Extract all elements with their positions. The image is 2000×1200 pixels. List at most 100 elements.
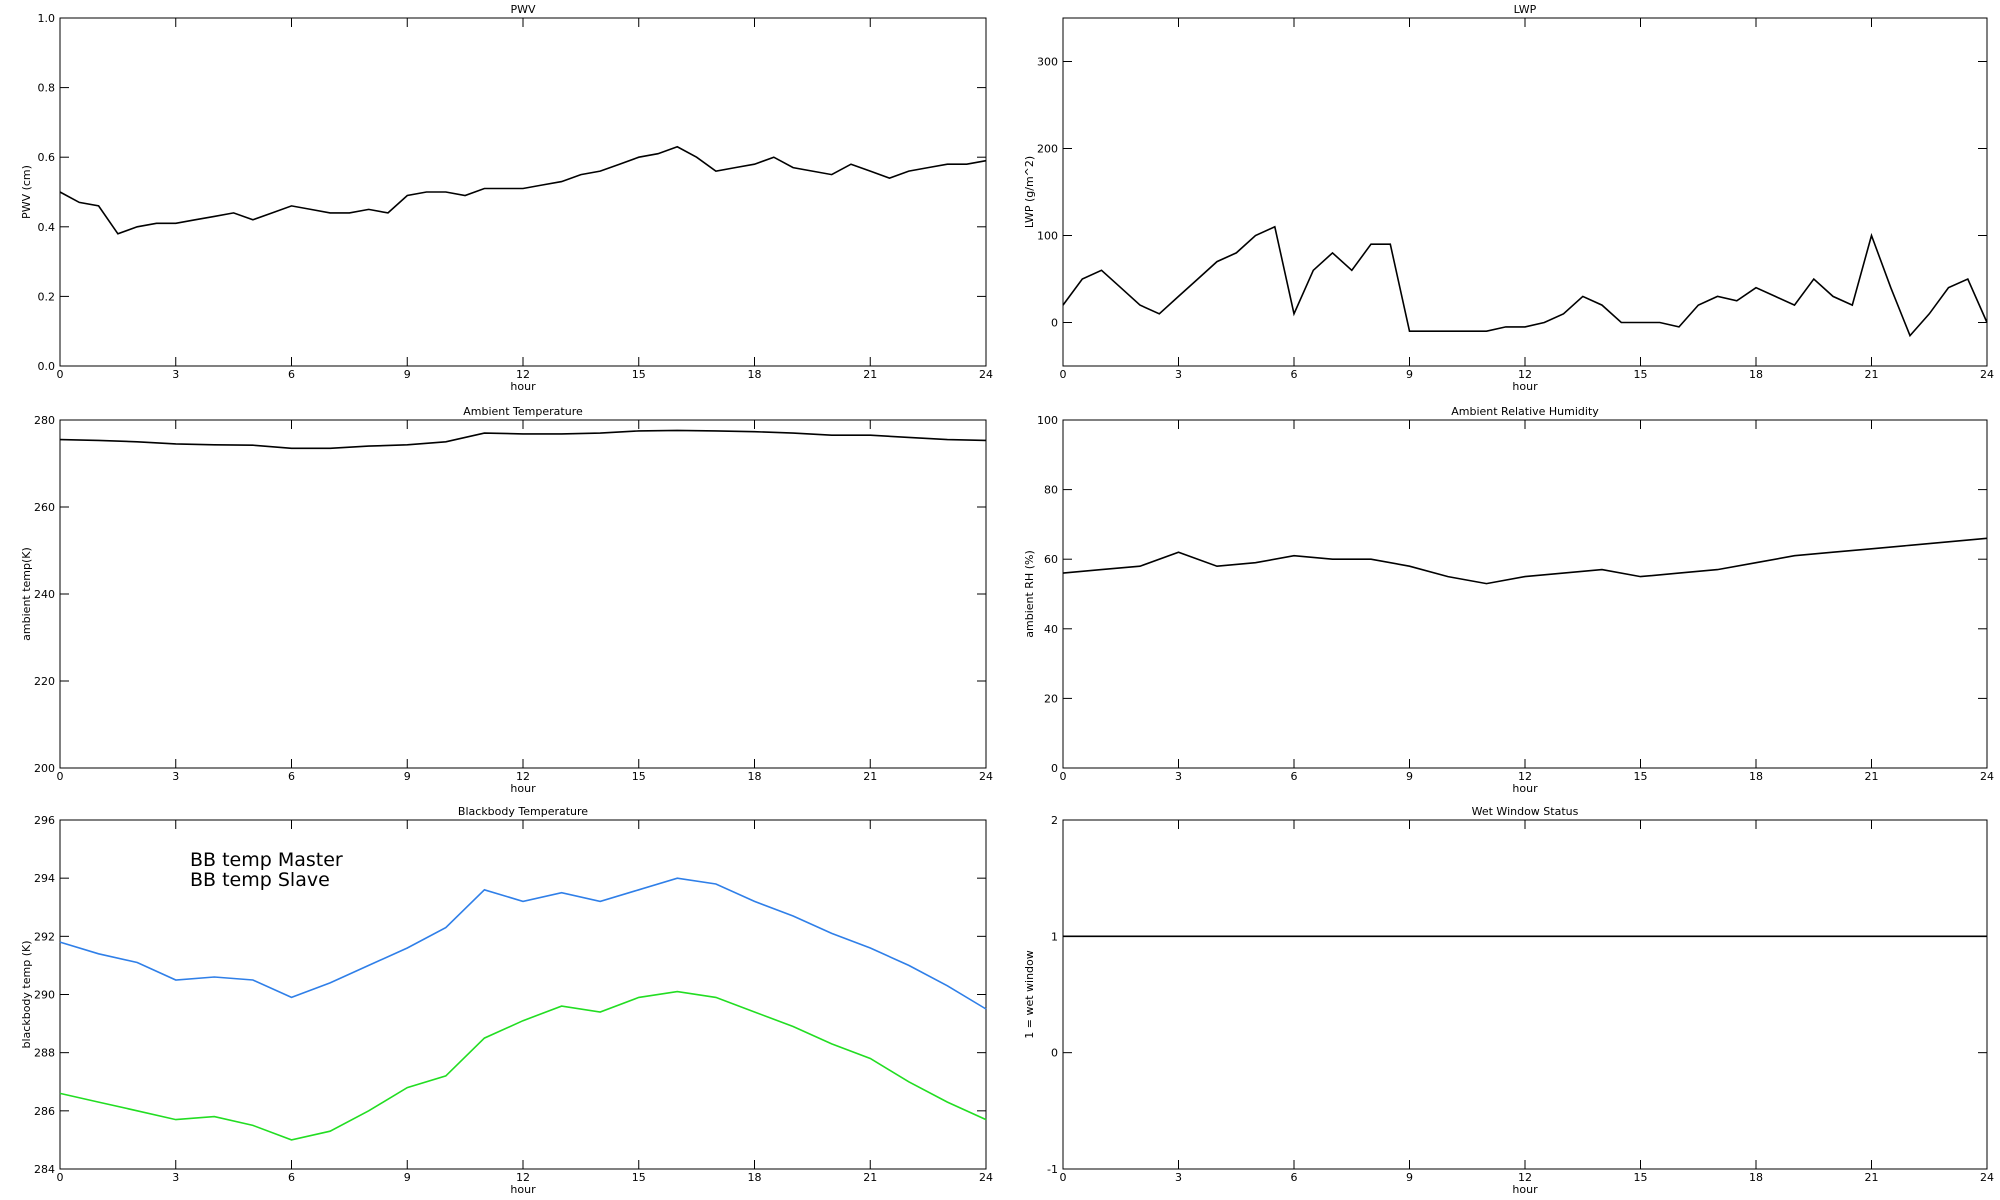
chart-title: LWP <box>1514 3 1537 16</box>
y-tick-label: 0 <box>1051 317 1058 330</box>
y-tick-label: 286 <box>34 1105 55 1118</box>
plot-frame <box>1062 419 1988 769</box>
y-tick-label: 0.6 <box>38 151 56 164</box>
x-tick-label: 21 <box>1865 770 1879 783</box>
y-tick-label: 290 <box>34 989 55 1002</box>
y-tick-label: 200 <box>1037 143 1058 156</box>
x-tick-label: 21 <box>863 1171 877 1184</box>
x-axis-label: hour <box>1512 1183 1538 1196</box>
x-tick-label: 15 <box>632 1171 646 1184</box>
x-tick-label: 12 <box>1518 368 1532 381</box>
data-line <box>59 877 987 1010</box>
data-line <box>1062 225 1988 338</box>
plot-frame <box>1062 819 1988 1170</box>
x-tick-label: 18 <box>748 1171 762 1184</box>
x-tick-label: 0 <box>57 368 64 381</box>
chart-title: Ambient Temperature <box>463 405 583 418</box>
x-axis-label: hour <box>510 782 536 795</box>
y-tick-label: 220 <box>34 675 55 688</box>
x-tick-label: 0 <box>1060 1171 1067 1184</box>
x-tick-label: 9 <box>404 770 411 783</box>
x-tick-label: 6 <box>1291 770 1298 783</box>
y-tick-label: 0.4 <box>38 221 56 234</box>
chart-title: PWV <box>510 3 536 16</box>
x-tick-label: 0 <box>1060 770 1067 783</box>
x-tick-label: 0 <box>57 1171 64 1184</box>
x-tick-label: 24 <box>979 368 993 381</box>
x-tick-label: 18 <box>748 368 762 381</box>
y-axis-label: ambient temp(K) <box>20 547 33 641</box>
y-tick-label: 300 <box>1037 56 1058 69</box>
x-tick-label: 24 <box>1980 368 1994 381</box>
data-line <box>59 145 987 235</box>
plot-frame <box>1062 17 1988 367</box>
y-tick-label: 0.8 <box>38 82 56 95</box>
y-tick-label: 240 <box>34 588 55 601</box>
legend-entry: BB temp Master <box>190 849 343 871</box>
x-tick-label: 3 <box>172 368 179 381</box>
y-axis-label: ambient RH (%) <box>1023 550 1036 638</box>
x-tick-label: 3 <box>1175 770 1182 783</box>
y-tick-label: 2 <box>1051 814 1058 827</box>
y-tick-label: 0 <box>1051 762 1058 775</box>
y-tick-label: -1 <box>1047 1163 1058 1176</box>
x-axis-label: hour <box>510 380 536 393</box>
plot-frame <box>59 17 987 367</box>
y-tick-label: 260 <box>34 501 55 514</box>
y-axis-label: blackbody temp (K) <box>20 941 33 1049</box>
x-tick-label: 18 <box>1749 770 1763 783</box>
y-tick-label: 280 <box>34 414 55 427</box>
x-axis-label: hour <box>1512 380 1538 393</box>
y-tick-label: 100 <box>1037 414 1058 427</box>
x-tick-label: 12 <box>516 368 530 381</box>
x-tick-label: 18 <box>1749 1171 1763 1184</box>
x-tick-label: 9 <box>1406 1171 1413 1184</box>
x-tick-label: 3 <box>172 770 179 783</box>
x-tick-label: 18 <box>1749 368 1763 381</box>
y-tick-label: 284 <box>34 1163 55 1176</box>
x-tick-label: 21 <box>863 368 877 381</box>
data-line <box>59 429 987 450</box>
y-axis-label: PWV (cm) <box>20 165 33 219</box>
plot-frame <box>59 419 987 769</box>
x-tick-label: 24 <box>979 1171 993 1184</box>
x-tick-label: 12 <box>1518 770 1532 783</box>
y-tick-label: 1 <box>1051 930 1058 943</box>
x-tick-label: 15 <box>1634 1171 1648 1184</box>
x-tick-label: 21 <box>1865 1171 1879 1184</box>
y-axis-label: LWP (g/m^2) <box>1023 156 1036 228</box>
data-line <box>59 990 987 1141</box>
y-tick-label: 296 <box>34 814 55 827</box>
x-tick-label: 15 <box>1634 770 1648 783</box>
x-tick-label: 3 <box>1175 1171 1182 1184</box>
chart-title: Ambient Relative Humidity <box>1451 405 1599 418</box>
y-tick-label: 292 <box>34 930 55 943</box>
x-tick-label: 12 <box>1518 1171 1532 1184</box>
x-tick-label: 15 <box>1634 368 1648 381</box>
x-tick-label: 6 <box>288 770 295 783</box>
x-tick-label: 6 <box>288 1171 295 1184</box>
y-axis-label: 1 = wet window <box>1023 950 1036 1039</box>
y-tick-label: 1.0 <box>38 12 56 25</box>
x-tick-label: 21 <box>1865 368 1879 381</box>
y-tick-label: 0.0 <box>38 360 56 373</box>
x-tick-label: 24 <box>979 770 993 783</box>
data-line <box>1062 537 1988 585</box>
x-tick-label: 0 <box>57 770 64 783</box>
x-tick-label: 21 <box>863 770 877 783</box>
y-tick-label: 0 <box>1051 1047 1058 1060</box>
x-tick-label: 9 <box>1406 770 1413 783</box>
x-tick-label: 6 <box>1291 1171 1298 1184</box>
y-tick-label: 200 <box>34 762 55 775</box>
y-tick-label: 60 <box>1044 553 1058 566</box>
x-tick-label: 3 <box>1175 368 1182 381</box>
x-tick-label: 24 <box>1980 1171 1994 1184</box>
y-tick-label: 294 <box>34 872 55 885</box>
x-tick-label: 15 <box>632 368 646 381</box>
y-tick-label: 100 <box>1037 230 1058 243</box>
y-tick-label: 20 <box>1044 692 1058 705</box>
y-tick-label: 80 <box>1044 484 1058 497</box>
x-tick-label: 18 <box>748 770 762 783</box>
x-tick-label: 6 <box>1291 368 1298 381</box>
